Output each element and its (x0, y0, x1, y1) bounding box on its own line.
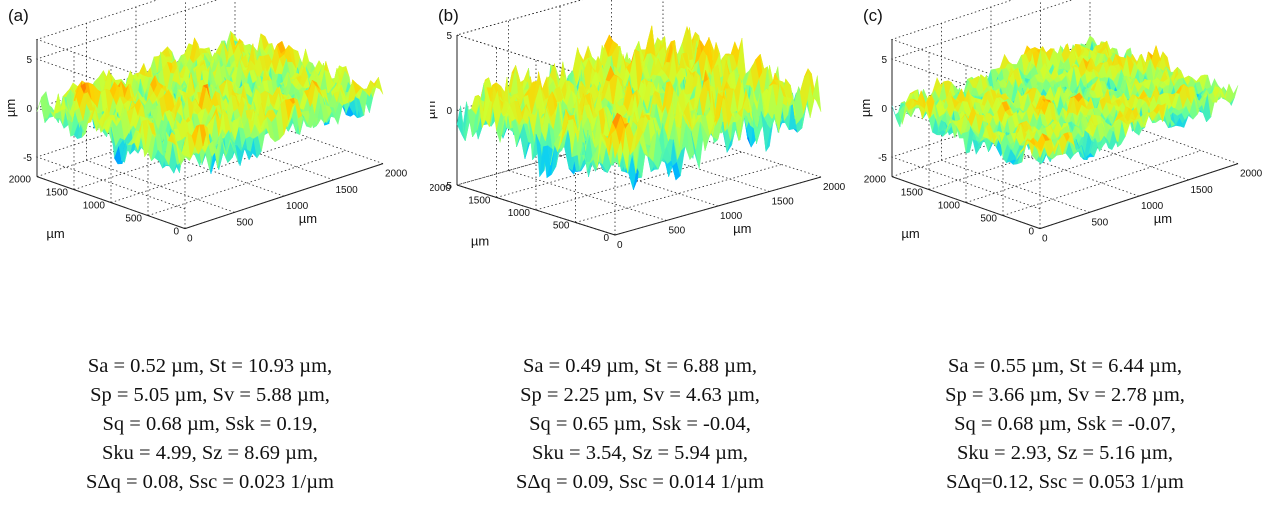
gridline (965, 137, 1165, 203)
surface (891, 35, 1239, 165)
x-tick-label: 1000 (286, 201, 309, 212)
surface-panel-b: 0 500 1000 1500 2000 0 500 1000 1500 2000 -5 0 5 µm µm… (430, 0, 850, 512)
axis-line (456, 184, 616, 236)
roughness-stats-a: Sa = 0.52 µm, St = 10.93 µm, Sp = 5.05 µ… (0, 352, 420, 497)
surface-plot-c: 05001000150020000500100015002000-505µmµm… (858, 0, 1263, 245)
x-tick-label: 0 (617, 240, 623, 251)
x-tick-label: 500 (669, 226, 686, 237)
gridline (147, 150, 347, 216)
x-tick-label: 0 (187, 234, 193, 245)
panel-label-a: (a) (8, 6, 29, 25)
axes (456, 35, 822, 236)
panel-label-b: (b) (438, 6, 459, 25)
surface (36, 30, 384, 174)
roughness-stats-b: Sa = 0.49 µm, St = 6.88 µm, Sp = 2.25 µm… (430, 352, 850, 497)
gridline (1002, 150, 1202, 216)
stats-line: Sa = 0.52 µm, St = 10.93 µm, (87, 355, 333, 377)
gridline (928, 124, 1128, 190)
axis-line (1039, 163, 1239, 230)
axis-line (614, 176, 822, 236)
y-tick-label: 2000 (9, 175, 32, 186)
y-axis-label: µm (471, 234, 489, 249)
surface (456, 25, 822, 190)
stats-line: Sp = 5.05 µm, Sv = 5.88 µm, (90, 384, 330, 406)
axis-line (36, 176, 186, 230)
y-tick-label: 500 (553, 221, 570, 232)
y-tick-label: 2000 (430, 183, 451, 194)
stats-line: Sp = 2.25 µm, Sv = 4.63 µm, (520, 384, 760, 406)
y-axis-label: µm (46, 226, 64, 241)
stats-line: Sq = 0.65 µm, Ssk = -0.04, (529, 413, 751, 435)
z-tick-label: -5 (23, 153, 32, 164)
stats-line: SΔq = 0.09, Ssc = 0.014 1/µm (515, 471, 764, 493)
z-tick-label: 5 (26, 55, 32, 66)
surface-facet (374, 76, 384, 95)
x-axis-label: µm (299, 211, 317, 226)
x-tick-label: 2000 (385, 169, 408, 180)
x-axis-label: µm (733, 221, 751, 236)
x-tick-label: 1000 (720, 211, 743, 222)
axes (891, 39, 1239, 230)
stats-line: SΔq = 0.08, Ssc = 0.023 1/µm (85, 471, 334, 493)
tick-labels: 0 500 1000 1500 2000 0 500 1000 1500 2000 -5 0 5 (9, 55, 408, 245)
surface-plot-a: 0 500 1000 1500 2000 0 500 1000 1500 2000 -5 0 5 µm µm… (3, 0, 408, 245)
surface-facet (812, 75, 822, 112)
axis-line (184, 163, 384, 230)
y-tick-label: 0 (603, 233, 609, 244)
y-tick-label: 1000 (83, 201, 106, 212)
axis-line (891, 176, 1041, 230)
y-tick-label: 0 (173, 227, 179, 238)
axes (36, 39, 384, 230)
z-axis-label: µm (430, 101, 438, 119)
x-tick-label: 2000 (823, 182, 846, 193)
z-tick-label: 0 (446, 106, 452, 117)
x-tick-label: 1500 (336, 185, 359, 196)
y-tick-label: 1500 (46, 188, 69, 199)
z-axis-label: µm (3, 99, 18, 117)
surface-plot-b: 05001000150020000500100015002000-505µmµm… (430, 0, 846, 251)
x-tick-label: 1500 (772, 197, 795, 208)
y-tick-label: 500 (125, 214, 142, 225)
z-tick-label: -5 (443, 181, 452, 192)
stats-line: Sa = 0.49 µm, St = 6.88 µm, (522, 355, 758, 377)
gridline (508, 170, 667, 221)
stats-line: Sku = 3.54, Sz = 5.94 µm, (531, 442, 749, 464)
surface-facet (714, 92, 723, 123)
y-tick-label: 1000 (508, 208, 531, 219)
z-tick-label: 5 (446, 31, 452, 42)
stats-line: Sku = 4.99, Sz = 8.69 µm, (101, 442, 319, 464)
z-tick-label: 0 (26, 104, 32, 115)
x-tick-label: 500 (237, 217, 254, 228)
y-tick-label: 1500 (468, 196, 491, 207)
stats-line: Sq = 0.68 µm, Ssk = 0.19, (102, 413, 318, 435)
surface-panel-c: 0 500 1000 1500 2000 0 500 1000 1500 2000 -5 0 5 µm µm… (855, 0, 1275, 512)
surface-panel-a: 0 500 1000 1500 2000 0 500 1000 1500 2000 -5 0 5 µm µm… (0, 0, 420, 512)
